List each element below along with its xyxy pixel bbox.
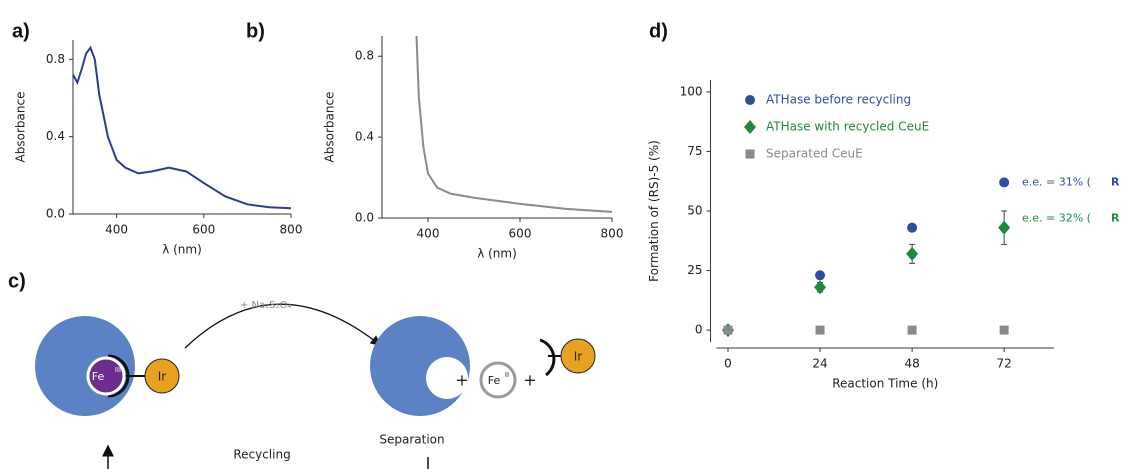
chart: a) 0.0 0.4 0.8 400 600 800 λ (nm) Absorbance (12, 20, 302, 256)
y-axis-label: Absorbance (323, 92, 337, 163)
x-axis-label: λ (nm) (477, 247, 517, 261)
x-tick-label: 72 (997, 357, 1012, 371)
y-tick-label: 50 (687, 204, 702, 218)
panel-label: d) (649, 20, 668, 42)
y-tick-label: 0.4 (46, 129, 65, 143)
panel-label: a) (12, 20, 30, 42)
chart: b) 0.0 0.4 0.8 400 600 800 λ (nm) Absorbance (246, 20, 623, 260)
annotation-emph: R (1111, 212, 1120, 225)
fe-oxidation: II (505, 371, 509, 379)
y-tick-label: 100 (680, 84, 703, 98)
marker (907, 222, 918, 233)
reaction-arrow (184, 303, 382, 349)
legend-label: Separated CeuE (766, 147, 863, 161)
line (72, 45, 292, 210)
legend-label: ATHase before recycling (766, 93, 911, 107)
x-tick-label: 400 (417, 227, 440, 241)
y-tick-label: 0.0 (46, 207, 65, 221)
legend-marker (744, 120, 756, 134)
empty-pocket (426, 357, 468, 399)
legend-label: ATHase with recycled CeuE (766, 120, 929, 134)
plus: + (523, 371, 536, 390)
ir-label: Ir (158, 370, 167, 384)
marker (907, 325, 917, 335)
y-tick-label: 0 (695, 323, 703, 337)
fe-oxidation: III (115, 366, 121, 374)
ligand (107, 354, 130, 398)
iron-center (86, 356, 126, 396)
y-tick-label: 0.8 (355, 49, 374, 63)
x-tick-label: 0 (724, 357, 732, 371)
legend-marker (745, 149, 755, 159)
marker (999, 325, 1009, 335)
diagram: c) Fe III Ir + Na₂S₂O₄ + Fe II + Ir Sepa… (8, 270, 596, 469)
annotation-emph: R (1111, 175, 1120, 188)
x-tick-label: 48 (904, 357, 919, 371)
line (415, 35, 613, 213)
marker (906, 246, 919, 261)
reagent: + Na₂S₂O₄ (240, 300, 291, 311)
iron-free (479, 361, 517, 399)
y-tick-label: 75 (687, 144, 702, 158)
marker (999, 177, 1010, 188)
y-tick-label: 0.0 (355, 211, 374, 225)
ligand (539, 338, 556, 377)
x-tick-label: 800 (280, 223, 303, 237)
x-tick-label: 24 (812, 357, 827, 371)
marker (815, 325, 825, 335)
separation-label: Separation (379, 433, 444, 447)
fe-label: Fe (488, 374, 501, 387)
y-tick-label: 0.4 (355, 130, 374, 144)
marker (814, 280, 827, 295)
y-tick-label: 0.8 (46, 52, 65, 66)
fe-label: Fe (92, 370, 105, 383)
panel-label: c) (8, 270, 26, 292)
y-tick-label: 25 (687, 263, 702, 277)
legend-marker (745, 95, 755, 105)
marker (815, 270, 826, 281)
x-axis-label: λ (nm) (162, 243, 202, 257)
x-tick-label: 600 (192, 223, 215, 237)
annotation: e.e. = 31% ( (1022, 175, 1091, 188)
iridium (560, 338, 596, 374)
x-tick-label: 400 (105, 223, 128, 237)
chart: d) 0 25 50 75 100 0 24 48 72 Reaction Time (h) Form… (647, 20, 1120, 390)
x-tick-label: 800 (601, 227, 624, 241)
recycling-label: Recycling (233, 448, 290, 462)
marker (723, 325, 733, 335)
x-tick-label: 600 (509, 227, 532, 241)
x-axis-label: Reaction Time (h) (832, 377, 938, 391)
plus: + (455, 371, 468, 390)
y-axis-label: Formation of (RS)-5 (%) (647, 140, 661, 282)
annotation: e.e. = 32% ( (1022, 212, 1091, 225)
ir-label: Ir (574, 350, 583, 364)
y-axis-label: Absorbance (14, 92, 28, 163)
panel-label: b) (246, 20, 265, 42)
iridium (144, 358, 180, 394)
marker (998, 220, 1011, 235)
